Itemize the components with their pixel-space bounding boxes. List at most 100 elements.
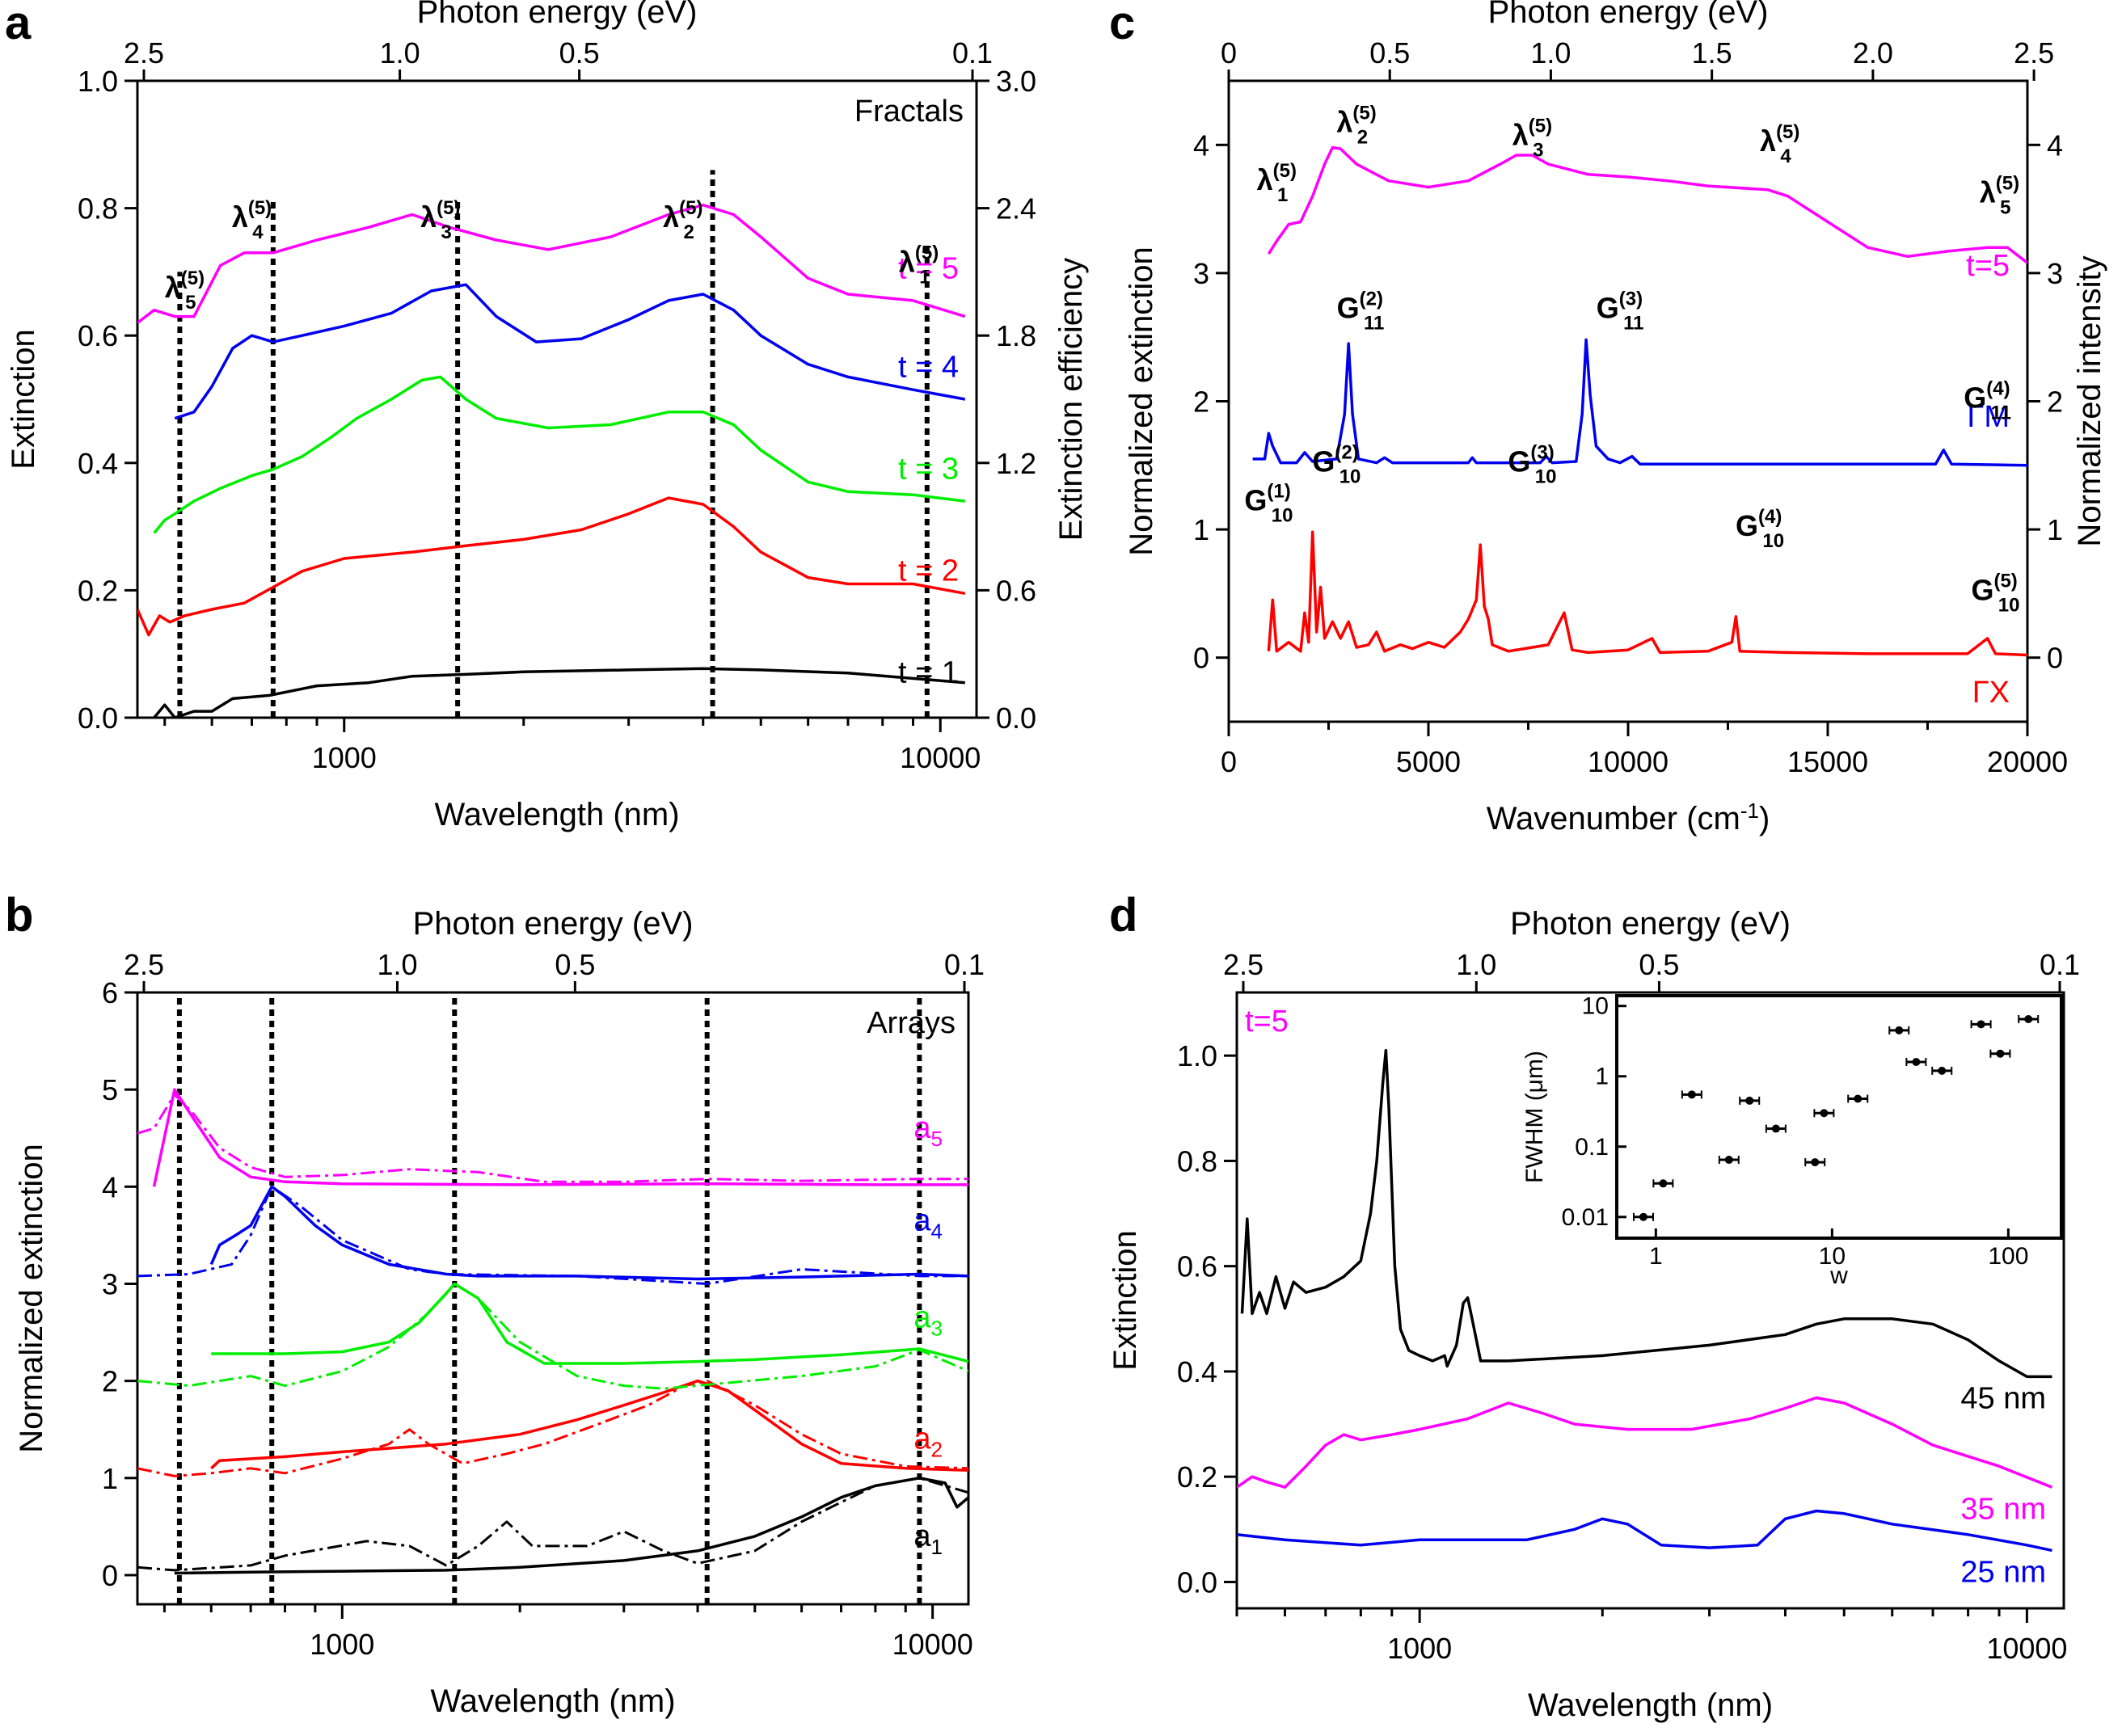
series-line [1252,338,2027,467]
series-line [137,203,966,324]
series-line [210,1379,968,1472]
x-axis-title: Wavenumber (cm-1) [1487,798,1770,836]
y-tick-label: 0.6 [78,319,118,352]
y2-tick-label: 2.4 [996,192,1036,225]
peak-label-sup: (3) [1530,442,1554,464]
peak-label-sub: 3 [441,221,451,243]
panel-letter-c: c [1109,0,1135,49]
peak-label-base: λ [1760,124,1776,158]
y-tick-label: 4 [102,1170,118,1203]
x-axis-title-end: ) [1759,801,1770,836]
peak-label-base: λ [165,271,181,304]
series-label: ΓM [1967,400,2010,434]
peak-label-sup: (2) [1335,442,1358,464]
peak-label-sub: 11 [1623,312,1643,334]
peak-label-sub: 2 [1357,126,1368,148]
series-line [1267,530,2027,657]
corner-label: t=5 [1245,1005,1289,1039]
y-tick-label: 0 [1193,642,1209,675]
peak-label-sup: (4) [1758,506,1782,528]
y-axis-title: Normalized extinction [14,1144,49,1452]
peak-label-base: G [1971,573,1993,606]
peak-label-sup: (5) [1273,160,1297,182]
y2-tick-label: 4 [2047,129,2063,162]
peak-label-sub: 4 [252,221,264,243]
series-line [1237,1396,2053,1489]
peak-label: G(3) 11 [1597,288,1644,334]
inset-y-title: FWHM (μm) [1521,1051,1548,1183]
y2-tick-label: 1.2 [996,447,1036,480]
peak-label-base: G [1312,445,1335,478]
peak-label: λ(5) 2 [1336,102,1376,148]
y2-tick-label: 1 [2047,513,2063,546]
series-label-sub: 5 [931,1127,943,1151]
peak-label: λ(5) 5 [1980,173,2019,219]
inset-data-point [1976,1020,1985,1029]
series-label-sub: 4 [931,1219,943,1243]
peak-label: G(4) 10 [1736,506,1784,552]
series-label-base: a [913,1111,931,1145]
peak-label-sup: (5) [1993,570,2017,592]
peak-label-sup: (5) [1996,173,2019,195]
y2-tick-label: 1.8 [996,319,1036,352]
series-line [211,1282,968,1365]
peak-label-sub: 1 [919,266,930,288]
x-axis-title: Wavelength (nm) [1528,1688,1773,1723]
peak-label-sub: 10 [1762,530,1784,552]
y-tick-label: 1.0 [1177,1039,1217,1072]
x-tick-label: 10000 [1588,745,1668,778]
series-label: t = 3 [898,453,959,487]
top-tick-label: 0.1 [952,36,993,70]
y-tick-label: 0.4 [78,447,118,480]
x-tick-label: 20000 [1987,745,2068,778]
inset-y-tick-label: 10 [1582,993,1609,1020]
inset-data-point [1771,1124,1780,1133]
series-line [153,667,965,718]
peak-label: G(1) 10 [1244,480,1293,526]
peak-label: G(2) 10 [1312,442,1361,488]
top-tick-label: 1.5 [1692,36,1732,70]
series-line-dashdot [137,1283,968,1390]
y2-axis-title: Normalized intensity [2072,255,2107,546]
peak-label-base: λ [1512,118,1529,151]
peak-label: λ(5) 3 [1512,115,1552,161]
panel-letter-d: d [1109,889,1137,942]
series-label: 35 nm [1960,1492,2046,1526]
top-tick-label: 0.5 [559,36,600,70]
series-line [137,496,966,637]
y-tick-label: 0.4 [1177,1355,1217,1388]
top-tick-label: 0.1 [2040,948,2080,981]
peak-label-base: G [1508,445,1530,478]
top-axis-title: Photon energy (eV) [1488,0,1769,30]
peak-label-sub: 10 [1535,466,1557,488]
series-line [174,283,966,420]
y2-tick-label: 2 [2047,386,2063,419]
peak-label-base: G [1597,291,1619,324]
peak-label-sub: 2 [683,221,694,243]
top-tick-label: 2.5 [124,948,164,981]
top-tick-label: 1.0 [1530,36,1571,70]
y-tick-label: 0.2 [78,574,118,607]
y-tick-label: 1 [1193,513,1209,546]
inset-y-tick-label: 0.1 [1575,1134,1609,1161]
top-tick-label: 2.5 [1223,948,1263,981]
peak-label-sup: (5) [915,242,939,263]
plot-frame [1235,991,2065,1610]
series-line [152,1088,968,1187]
series-label: a3 [913,1301,943,1341]
series-label: 25 nm [1960,1555,2046,1589]
peak-label-sub: 10 [1272,504,1293,526]
series-label: t = 1 [898,656,959,690]
panel-letter-a: a [5,0,32,49]
peak-label: λ(5) 2 [663,197,702,243]
peak-label: λ(5) 4 [232,197,272,243]
y2-tick-label: 3 [2047,257,2063,290]
inset-data-point [1724,1156,1733,1165]
peak-label-sup: (2) [1360,288,1383,310]
inset-data-point [1811,1158,1820,1167]
peak-label-base: λ [232,200,248,234]
peak-label-base: G [1337,291,1360,324]
inset-x-tick-label: 1 [1649,1243,1663,1270]
peak-label-sub: 4 [1780,145,1791,167]
